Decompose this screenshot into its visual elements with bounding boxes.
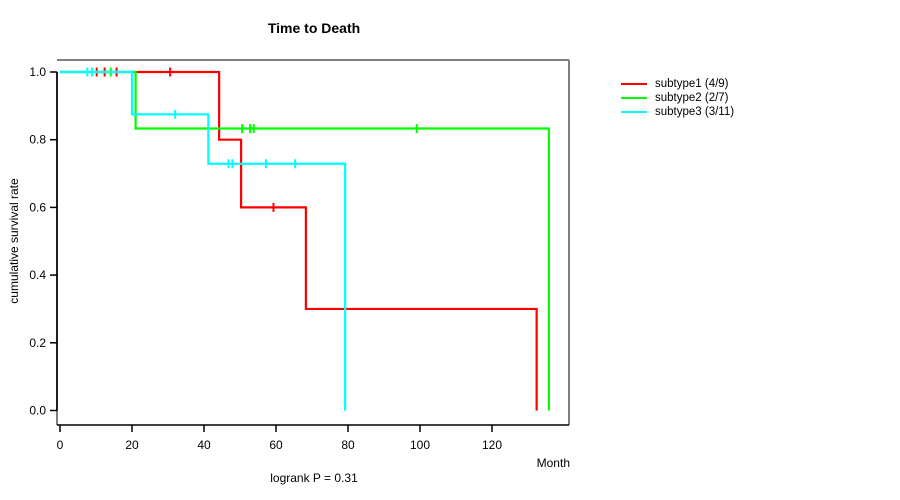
curve-subtype3 [60,70,347,411]
legend-line-swatch-subtype1 [621,83,647,85]
x-axis-tick-label: 0 [57,438,64,452]
y-axis-tick-label: 0.2 [29,336,46,350]
legend-item-subtype2: subtype2 (2/7) [621,92,734,104]
logrank-p-value: logrank P = 0.31 [270,471,358,485]
legend-label: subtype3 (3/11) [655,106,735,118]
x-axis-tick-label: 20 [125,438,139,452]
legend-item-subtype1: subtype1 (4/9) [621,78,734,90]
y-axis-tick-label: 1.0 [29,65,46,79]
x-axis-label: Month [536,456,570,470]
legend-line-swatch-subtype3 [621,111,647,113]
y-axis-tick-label: 0.8 [29,133,46,147]
x-axis-tick-label: 80 [341,438,355,452]
x-axis-tick-label: 100 [410,438,430,452]
legend-item-subtype3: subtype3 (3/11) [621,106,735,118]
x-axis-tick-label: 60 [269,438,283,452]
legend-line-swatch-subtype2 [621,97,647,99]
chart-title: Time to Death [267,20,361,36]
x-axis-tick-label: 120 [482,438,502,452]
curve-subtype1 [60,70,538,411]
x-axis-tick-label: 40 [197,438,211,452]
y-axis-tick-label: 0.6 [29,200,46,214]
legend: subtype1 (4/9) subtype2 (2/7) subtype3 (3/… [621,78,735,118]
legend-label: subtype1 (4/9) [655,78,729,90]
curve-subtype2 [60,70,550,411]
y-axis-tick-label: 0.0 [29,404,46,418]
y-axis-tick-label: 0.4 [29,268,46,282]
legend-label: subtype2 (2/7) [655,92,729,104]
